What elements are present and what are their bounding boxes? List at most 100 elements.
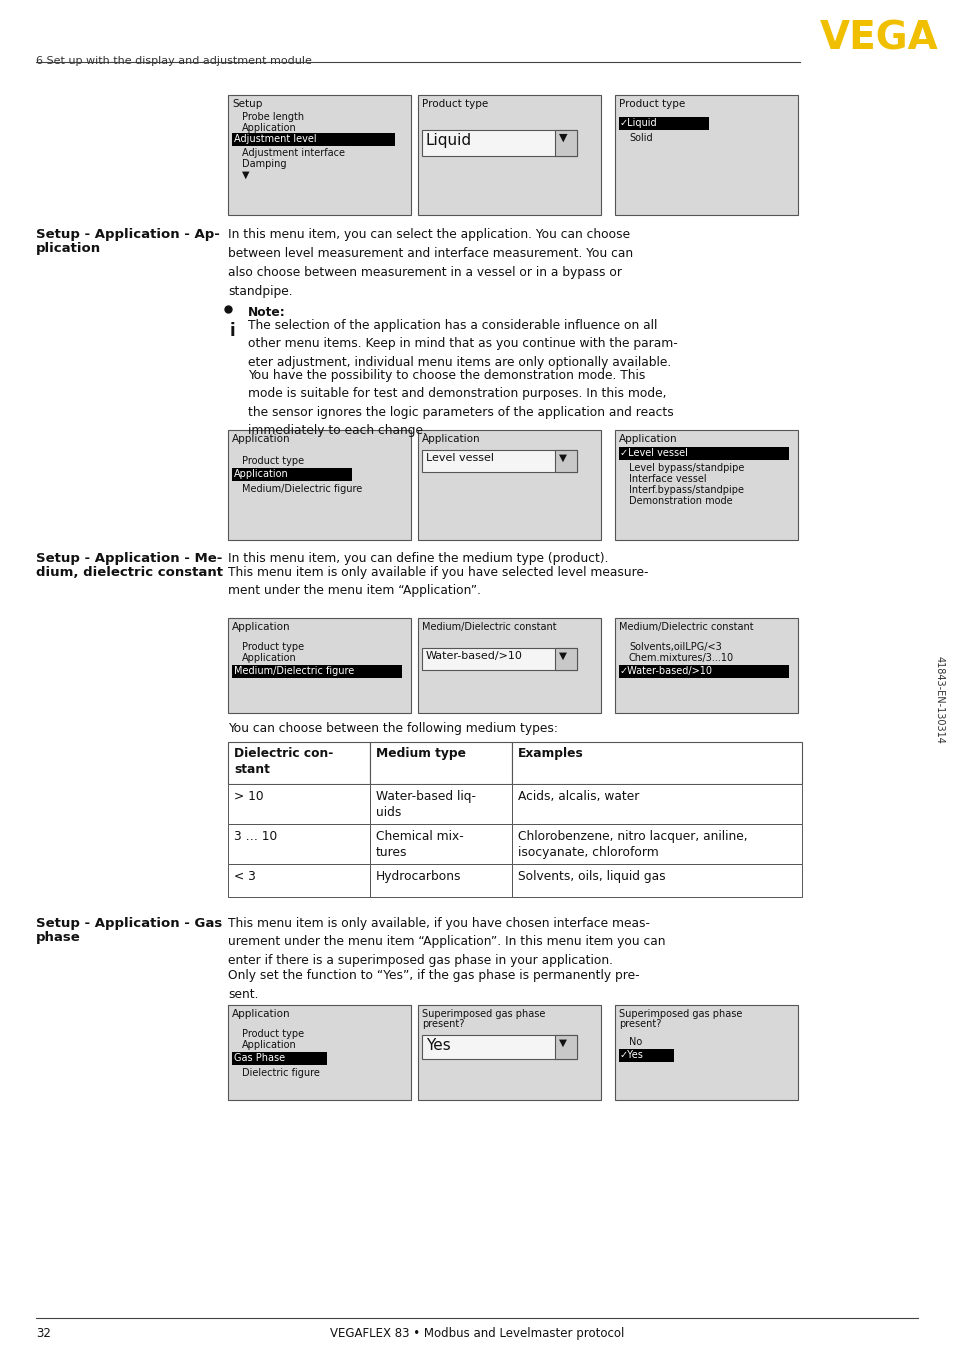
Bar [512,825,801,864]
Text: Application: Application [232,1009,291,1020]
Bar [370,742,512,784]
Text: Application: Application [242,653,296,663]
Text: > 10: > 10 [233,789,263,803]
Text: Product type: Product type [242,642,304,653]
Text: Product type: Product type [421,99,488,110]
Bar [228,617,411,714]
Text: ▼: ▼ [558,1039,566,1048]
Text: Demonstration mode: Demonstration mode [628,496,732,506]
Text: 32: 32 [36,1327,51,1340]
Bar [555,130,577,156]
Text: Gas Phase: Gas Phase [233,1053,285,1063]
Bar [417,1005,600,1099]
Text: Chemical mix-
tures: Chemical mix- tures [375,830,463,860]
Text: present?: present? [618,1020,660,1029]
Text: Setup - Application - Ap-: Setup - Application - Ap- [36,227,219,241]
Text: Application: Application [233,468,289,479]
Text: Only set the function to “Yes”, if the gas phase is permanently pre-
sent.: Only set the function to “Yes”, if the g… [228,969,639,1001]
Text: i: i [230,322,235,340]
Bar [421,130,577,156]
Bar [555,1034,577,1059]
Bar [512,784,801,825]
Text: Medium type: Medium type [375,747,465,760]
Bar [228,864,370,896]
Text: Application: Application [618,435,677,444]
Text: Water-based liq-
uids: Water-based liq- uids [375,789,476,819]
Bar [618,1049,673,1062]
Text: Hydrocarbons: Hydrocarbons [375,871,461,883]
Text: Application: Application [232,435,291,444]
Bar [228,784,370,825]
Text: ✓Water-based/>10: ✓Water-based/>10 [619,666,712,676]
Text: 41843-EN-130314: 41843-EN-130314 [934,657,944,743]
Bar [417,431,600,540]
Text: Interf.bypass/standpipe: Interf.bypass/standpipe [628,485,743,496]
Text: ✓Yes: ✓Yes [619,1049,643,1060]
Text: Superimposed gas phase: Superimposed gas phase [421,1009,545,1020]
Bar [417,95,600,215]
Text: Dielectric con-
stant: Dielectric con- stant [233,747,333,776]
Text: ▼: ▼ [558,133,567,144]
Text: Liquid: Liquid [426,133,472,148]
Bar [421,649,577,670]
Text: VEGA: VEGA [820,20,938,58]
Text: ▼: ▼ [242,171,250,180]
Text: Solid: Solid [628,133,652,144]
Text: Level bypass/standpipe: Level bypass/standpipe [628,463,743,473]
Bar [421,450,577,473]
Bar [618,665,788,678]
Text: Dielectric figure: Dielectric figure [242,1068,319,1078]
Text: Application: Application [242,123,296,133]
Text: present?: present? [421,1020,464,1029]
Bar [417,617,600,714]
Text: Probe length: Probe length [242,112,304,122]
Text: The selection of the application has a considerable influence on all
other menu : The selection of the application has a c… [248,320,677,370]
Text: VEGAFLEX 83 • Modbus and Levelmaster protocol: VEGAFLEX 83 • Modbus and Levelmaster pro… [330,1327,623,1340]
Text: Setup - Application - Gas: Setup - Application - Gas [36,917,222,930]
Text: ▼: ▼ [558,454,566,463]
Bar [228,431,411,540]
Text: Application: Application [242,1040,296,1049]
Text: ▼: ▼ [558,651,566,661]
Text: 6 Set up with the display and adjustment module: 6 Set up with the display and adjustment… [36,56,312,66]
Text: 3 … 10: 3 … 10 [233,830,277,844]
Text: Yes: Yes [426,1039,450,1053]
Bar [232,468,352,481]
Text: Medium/Dielectric constant: Medium/Dielectric constant [618,621,753,632]
Text: This menu item is only available, if you have chosen interface meas-
urement und: This menu item is only available, if you… [228,917,665,967]
Bar [370,784,512,825]
Text: ✓Liquid: ✓Liquid [619,118,657,129]
Bar [512,864,801,896]
Bar [421,1034,577,1059]
Bar [232,1052,327,1066]
Text: < 3: < 3 [233,871,255,883]
Text: This menu item is only available if you have selected level measure-
ment under : This menu item is only available if you … [228,566,648,597]
Bar [370,864,512,896]
Text: Level vessel: Level vessel [426,454,494,463]
Bar [228,742,370,784]
Text: Adjustment level: Adjustment level [233,134,316,144]
Text: Setup - Application - Me-: Setup - Application - Me- [36,552,222,565]
Text: Solvents,oilLPG/<3: Solvents,oilLPG/<3 [628,642,721,653]
Text: phase: phase [36,932,81,944]
Text: Application: Application [232,621,291,632]
Bar [615,95,797,215]
Text: In this menu item, you can select the application. You can choose
between level : In this menu item, you can select the ap… [228,227,633,298]
Text: Medium/Dielectric figure: Medium/Dielectric figure [233,666,354,676]
Text: You have the possibility to choose the demonstration mode. This
mode is suitable: You have the possibility to choose the d… [248,370,673,437]
Bar [555,649,577,670]
Bar [618,116,708,130]
Bar [555,450,577,473]
Text: You can choose between the following medium types:: You can choose between the following med… [228,722,558,735]
Text: In this menu item, you can define the medium type (product).: In this menu item, you can define the me… [228,552,608,565]
Text: dium, dielectric constant: dium, dielectric constant [36,566,223,580]
Text: ✓Level vessel: ✓Level vessel [619,448,687,458]
Text: Water-based/>10: Water-based/>10 [426,651,522,661]
Bar [228,95,411,215]
Text: Adjustment interface: Adjustment interface [242,148,345,158]
Text: Setup: Setup [232,99,262,110]
Bar [512,742,801,784]
Text: Application: Application [421,435,480,444]
Text: Damping: Damping [242,158,286,169]
Text: Medium/Dielectric constant: Medium/Dielectric constant [421,621,556,632]
